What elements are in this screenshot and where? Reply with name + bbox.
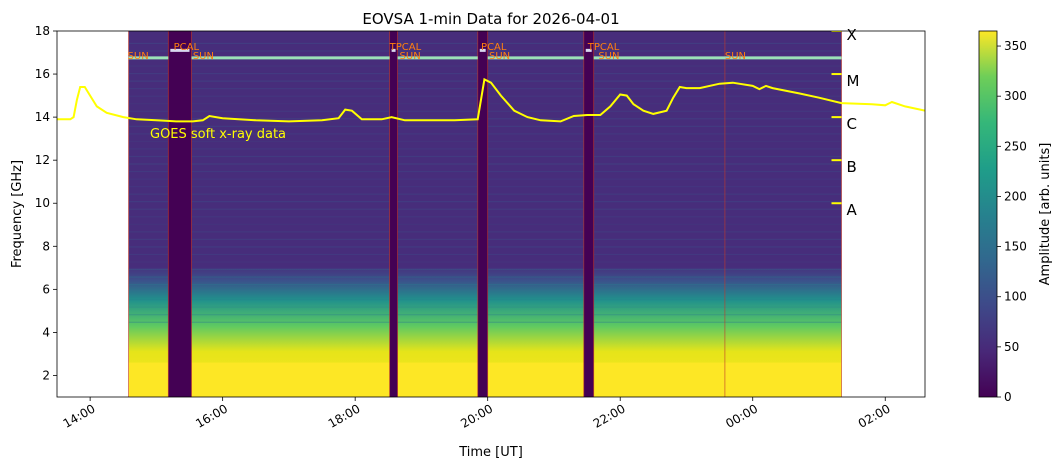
colorbar-tick-label: 150 — [1004, 240, 1027, 254]
goes-class-ticks — [831, 31, 842, 205]
scan-label: PCAL — [174, 42, 200, 53]
x-tick-label: 16:00 — [193, 401, 230, 430]
colorbar-gradient — [979, 31, 997, 397]
y-tick-label: 8 — [42, 239, 50, 253]
plot-area: GOES soft x-ray data — [57, 31, 925, 397]
colorbar-ticks: 0 50 100 150 200 250 300 350 — [997, 39, 1027, 404]
scan-label: SUN — [193, 51, 214, 62]
x-tick-label: 00:00 — [723, 401, 760, 430]
scan-label: PCAL — [481, 42, 507, 53]
scan-bars — [128, 48, 842, 60]
y-tick-label: 4 — [42, 325, 50, 339]
colorbar-tick-label: 100 — [1004, 290, 1027, 304]
x-tick-label: 18:00 — [326, 401, 363, 430]
x-tick-label: 20:00 — [458, 401, 495, 430]
x-tick-label: 14:00 — [61, 401, 98, 430]
goes-curve — [57, 77, 925, 123]
calibration-gap — [583, 31, 594, 397]
chart-title: EOVSA 1-min Data for 2026-04-01 — [362, 10, 619, 28]
x-tick-label: 02:00 — [856, 401, 893, 430]
y-tick-label: 6 — [42, 282, 50, 296]
y-tick-label: 16 — [35, 67, 50, 81]
colorbar-tick-label: 50 — [1004, 340, 1019, 354]
scan-label: SUN — [400, 51, 421, 62]
colorbar-tick-label: 350 — [1004, 39, 1027, 53]
goes-class-labels: A B C M X — [847, 26, 860, 219]
scan-label: SUN — [128, 51, 149, 62]
scan-lines — [128, 31, 842, 397]
y-axis: 2 4 6 8 10 12 14 16 18 — [35, 24, 57, 382]
scan-label: SUN — [598, 51, 619, 62]
scan-label: TPCAL — [389, 42, 422, 53]
goes-label: GOES soft x-ray data — [150, 127, 286, 142]
goes-class-label: M — [847, 72, 860, 90]
plot-frame — [56, 30, 926, 398]
goes-class-label: C — [847, 115, 857, 133]
goes-class-label: B — [847, 158, 857, 176]
colorbar-frame — [978, 30, 998, 398]
goes-class-label: X — [847, 26, 857, 44]
colorbar-tick-label: 300 — [1004, 89, 1027, 103]
colorbar: 0 50 100 150 200 250 300 350 Amplitude [arb. un… — [978, 30, 1053, 404]
x-tick-label: 22:00 — [591, 401, 628, 430]
calibration-gap — [168, 31, 192, 397]
y-tick-label: 12 — [35, 153, 50, 167]
y-tick-label: 14 — [35, 110, 50, 124]
colorbar-tick-label: 250 — [1004, 139, 1027, 153]
colorbar-tick-label: 0 — [1004, 390, 1012, 404]
colorbar-tick-label: 200 — [1004, 189, 1027, 203]
spectrogram — [128, 31, 842, 397]
x-axis-label: Time [UT] — [458, 445, 523, 460]
y-tick-label: 10 — [35, 196, 50, 210]
goes-class-label: A — [847, 201, 858, 219]
y-tick-label: 18 — [35, 24, 50, 38]
colorbar-label: Amplitude [arb. units] — [1038, 143, 1053, 286]
x-axis: 14:00 16:00 18:00 20:00 22:00 00:00 02:00 — [61, 397, 893, 431]
scan-label: SUN — [725, 51, 746, 62]
scan-label: TPCAL — [587, 42, 620, 53]
calibration-gap — [477, 31, 488, 397]
y-tick-label: 2 — [42, 368, 50, 382]
y-axis-label: Frequency [GHz] — [10, 160, 25, 268]
calibration-gap — [389, 31, 398, 397]
scan-label: SUN — [489, 51, 510, 62]
